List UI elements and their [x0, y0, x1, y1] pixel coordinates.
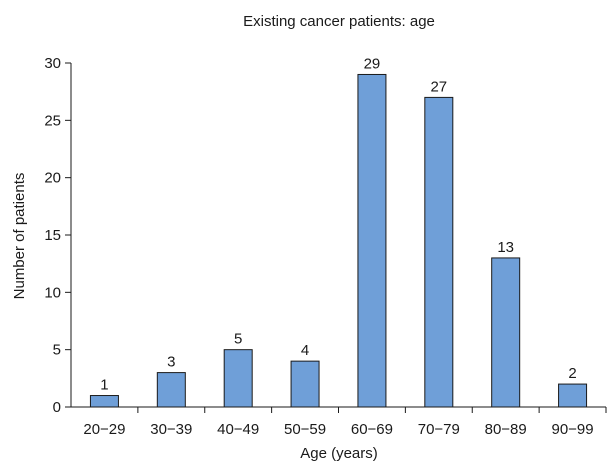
bar-value-label: 13 — [497, 239, 514, 256]
bar — [290, 360, 320, 408]
x-tick-label: 40−49 — [217, 421, 259, 438]
bar — [491, 257, 521, 408]
y-tick-label: 0 — [53, 399, 61, 416]
bar — [558, 383, 588, 408]
chart-title: Existing cancer patients: age — [243, 13, 435, 30]
x-tick-label: 30−39 — [150, 421, 192, 438]
x-tick-label: 80−89 — [485, 421, 527, 438]
y-tick-label: 25 — [44, 112, 61, 129]
y-tick-label: 10 — [44, 284, 61, 301]
bar-value-label: 2 — [568, 365, 576, 382]
x-tick-label: 60−69 — [351, 421, 393, 438]
y-axis-label: Number of patients — [11, 173, 28, 300]
bar-value-label: 3 — [167, 354, 175, 371]
y-tick-label: 15 — [44, 227, 61, 244]
bar-value-label: 4 — [301, 342, 309, 359]
x-axis-label: Age (years) — [300, 445, 378, 462]
bar-value-label: 5 — [234, 331, 242, 348]
bar — [424, 96, 454, 408]
bar — [223, 349, 253, 408]
bar-value-label: 27 — [430, 78, 447, 95]
y-tick-label: 20 — [44, 170, 61, 187]
y-tick-label: 30 — [44, 55, 61, 72]
bar — [156, 372, 186, 408]
x-tick-label: 20−29 — [83, 421, 125, 438]
x-tick-label: 50−59 — [284, 421, 326, 438]
x-tick-label: 90−99 — [551, 421, 593, 438]
bar — [89, 395, 119, 408]
bar-value-label: 29 — [364, 55, 381, 72]
bar — [357, 73, 387, 408]
x-axis-ticks: 20−29 30−39 40−49 50−59 60−69 70−79 80−89 90−99 — [83, 407, 607, 438]
bar-value-label: 1 — [100, 377, 108, 394]
y-tick-label: 5 — [53, 342, 61, 359]
x-tick-label: 70−79 — [418, 421, 460, 438]
y-axis-ticks: 0 5 10 15 20 25 30 — [44, 55, 71, 416]
